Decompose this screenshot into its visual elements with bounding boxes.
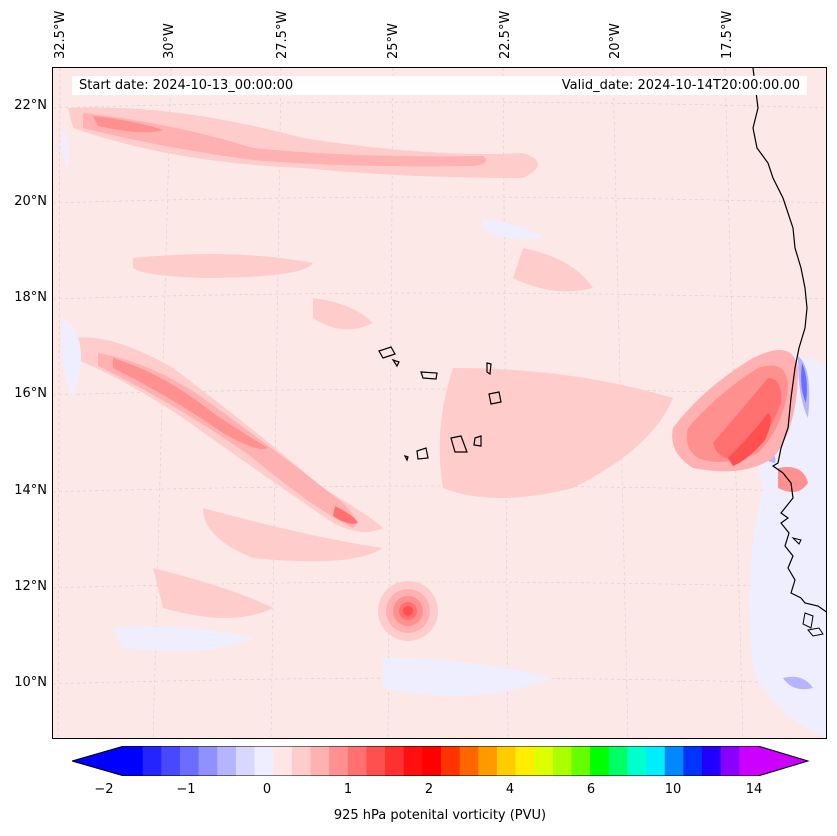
lon-label: 32.5°W xyxy=(53,10,68,59)
colorbar-cell xyxy=(217,746,237,776)
colorbar-cell xyxy=(124,746,144,776)
lon-label: 20°W xyxy=(608,23,623,59)
colorbar-cell xyxy=(702,746,722,776)
cape-verde-islands xyxy=(378,346,502,462)
colorbar-cell xyxy=(590,746,610,776)
start-date-label: Start date: 2024-10-13_00:00:00 xyxy=(79,78,294,93)
colorbar-cell xyxy=(683,746,703,776)
colorbar-cell xyxy=(254,746,274,776)
colorbar-cell xyxy=(571,746,591,776)
colorbar-cell xyxy=(422,746,442,776)
colorbar-cell xyxy=(515,746,535,776)
diagonal-pv-band xyxy=(73,337,383,532)
colorbar-tick-label: 0 xyxy=(262,782,272,797)
coastal-pv-maximum xyxy=(672,350,808,492)
colorbar-cell xyxy=(496,746,517,776)
lat-label: 22°N xyxy=(14,98,47,113)
small-vortex xyxy=(378,581,438,641)
lat-label: 12°N xyxy=(14,579,47,594)
colorbar-title: 925 hPa potenital vorticity (PVU) xyxy=(333,808,547,823)
colorbar xyxy=(72,746,810,776)
colorbar-cell xyxy=(664,746,684,776)
colorbar-cell xyxy=(720,746,740,776)
lat-label: 14°N xyxy=(14,483,47,498)
colorbar-under-arrow xyxy=(72,746,124,776)
colorbar-cell xyxy=(235,746,256,776)
colorbar-cell xyxy=(403,746,423,776)
map-panel xyxy=(52,67,827,739)
lat-label: 16°N xyxy=(14,386,47,401)
colorbar-cell xyxy=(198,746,218,776)
colorbar-cell xyxy=(366,746,386,776)
colorbar-cell xyxy=(310,746,330,776)
valid-date-label: Valid_date: 2024-10-14T20:00:00.00 xyxy=(561,78,800,93)
africa-coastline xyxy=(752,68,826,613)
colorbar-tick-label: 10 xyxy=(664,782,682,797)
lat-label: 18°N xyxy=(14,290,47,305)
colorbar-cell xyxy=(608,746,628,776)
lon-label: 22.5°W xyxy=(498,10,513,59)
colorbar-cell xyxy=(273,746,293,776)
colorbar-tick-label: 14 xyxy=(745,782,763,797)
colorbar-tick-label: 6 xyxy=(586,782,596,797)
lon-label: 30°W xyxy=(162,23,177,59)
colorbar-tick-label: 1 xyxy=(343,782,353,797)
scattered-patches xyxy=(133,248,673,618)
colorbar-tick-label: −1 xyxy=(176,782,196,797)
lon-label: 27.5°W xyxy=(275,10,290,59)
colorbar-cell xyxy=(534,746,554,776)
colorbar-cell xyxy=(142,746,162,776)
colorbar-cell xyxy=(459,746,479,776)
northern-pv-band xyxy=(68,107,538,178)
colorbar-cell xyxy=(646,746,666,776)
lon-label: 25°W xyxy=(386,23,401,59)
colorbar-cell xyxy=(739,746,759,776)
negative-pv-strongest xyxy=(801,363,807,403)
lon-label: 17.5°W xyxy=(720,10,735,59)
lat-label: 20°N xyxy=(14,194,47,209)
colorbar-cells xyxy=(124,746,759,776)
colorbar-cell xyxy=(161,746,181,776)
colorbar-cell xyxy=(441,746,461,776)
colorbar-cell xyxy=(552,746,573,776)
colorbar-cell xyxy=(291,746,311,776)
colorbar-cell xyxy=(329,746,349,776)
lat-label: 10°N xyxy=(14,675,47,690)
colorbar-cell xyxy=(179,746,200,776)
header-band xyxy=(72,76,807,95)
colorbar-tick-label: −2 xyxy=(94,782,114,797)
colorbar-outline xyxy=(72,746,810,776)
colorbar-over-arrow xyxy=(758,746,808,776)
colorbar-cell xyxy=(627,746,647,776)
colorbar-cell xyxy=(385,746,405,776)
colorbar-tick-label: 2 xyxy=(424,782,434,797)
colorbar-tick-label: 4 xyxy=(505,782,515,797)
coastal-islands xyxy=(791,537,824,637)
colorbar-cell xyxy=(347,746,367,776)
colorbar-cell xyxy=(478,746,498,776)
pv-field-map xyxy=(53,68,826,738)
